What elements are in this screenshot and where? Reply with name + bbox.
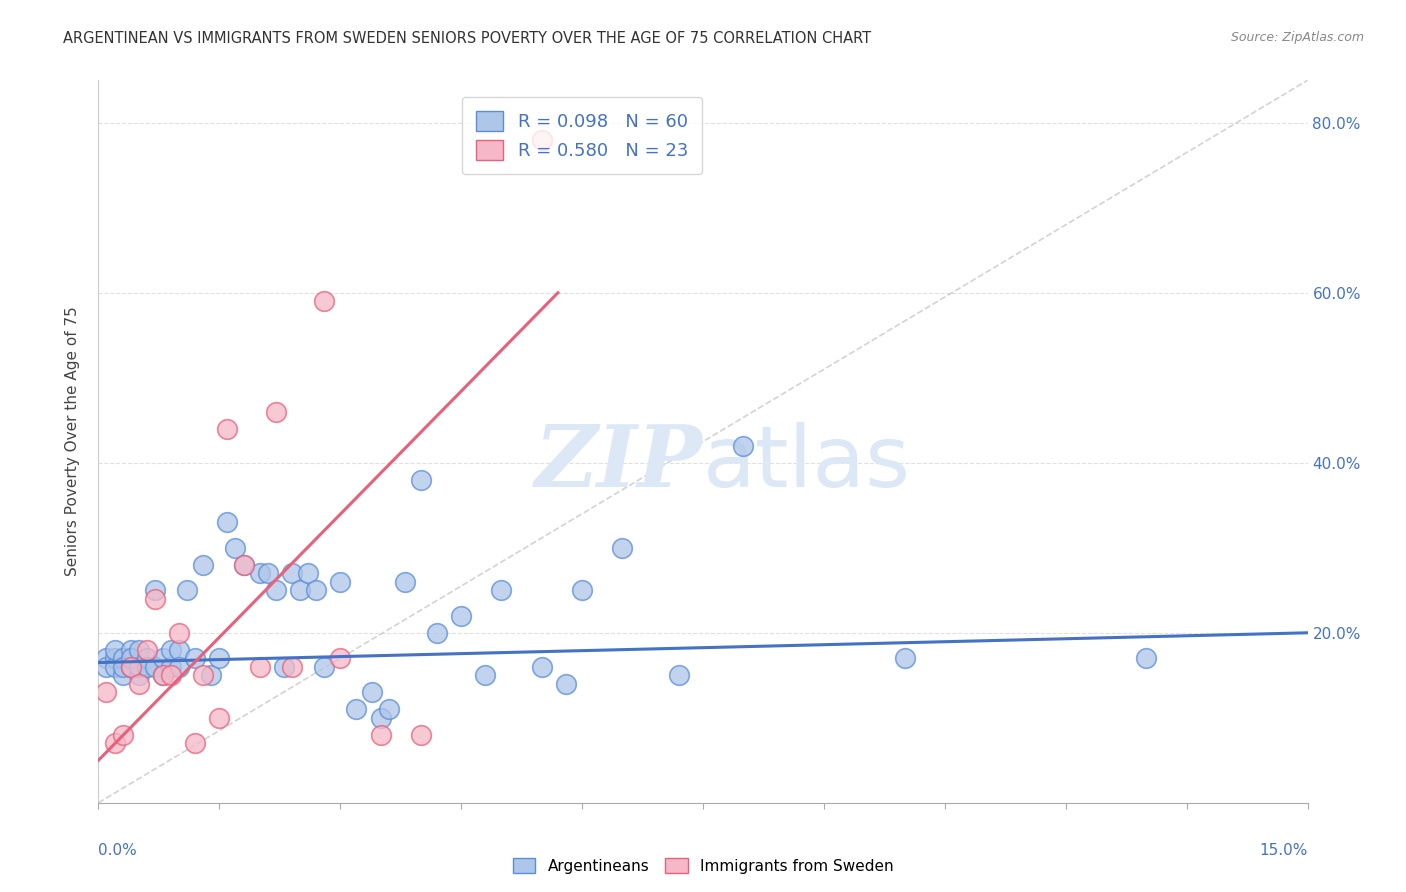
Point [394,574,416,589]
Point [370,711,392,725]
Point [668,668,690,682]
Point [273,660,295,674]
Point [176,583,198,598]
Text: 15.0%: 15.0% [1260,843,1308,857]
Point [733,439,755,453]
Point [96,651,118,665]
Point [120,651,142,665]
Point [167,625,190,640]
Point [167,660,190,674]
Point [184,736,207,750]
Point [103,660,125,674]
Point [135,642,157,657]
Point [530,133,553,147]
Point [160,660,183,674]
Point [612,541,634,555]
Point [305,583,328,598]
Point [120,660,142,674]
Point [135,651,157,665]
Point [264,405,287,419]
Point [377,702,399,716]
Point [120,642,142,657]
Point [893,651,915,665]
Point [208,651,231,665]
Point [128,642,150,657]
Point [103,736,125,750]
Point [530,660,553,674]
Point [103,642,125,657]
Point [143,660,166,674]
Point [111,651,134,665]
Point [128,660,150,674]
Point [409,473,432,487]
Point [120,660,142,674]
Point [232,558,254,572]
Point [208,711,231,725]
Legend: R = 0.098   N = 60, R = 0.580   N = 23: R = 0.098 N = 60, R = 0.580 N = 23 [461,96,703,174]
Point [249,660,271,674]
Point [135,660,157,674]
Point [96,660,118,674]
Point [217,516,239,530]
Point [128,677,150,691]
Point [370,728,392,742]
Point [474,668,496,682]
Point [200,668,222,682]
Point [288,583,311,598]
Point [314,294,336,309]
Point [571,583,593,598]
Point [264,583,287,598]
Point [491,583,513,598]
Point [217,422,239,436]
Text: Source: ZipAtlas.com: Source: ZipAtlas.com [1230,31,1364,45]
Legend: Argentineans, Immigrants from Sweden: Argentineans, Immigrants from Sweden [506,852,900,880]
Point [160,642,183,657]
Point [344,702,367,716]
Point [555,677,578,691]
Text: 0.0%: 0.0% [98,843,138,857]
Point [184,651,207,665]
Text: ARGENTINEAN VS IMMIGRANTS FROM SWEDEN SENIORS POVERTY OVER THE AGE OF 75 CORRELA: ARGENTINEAN VS IMMIGRANTS FROM SWEDEN SE… [63,31,872,46]
Point [128,668,150,682]
Point [224,541,246,555]
Point [297,566,319,581]
Point [103,651,125,665]
Point [329,574,352,589]
Point [249,566,271,581]
Text: atlas: atlas [703,422,911,505]
Point [232,558,254,572]
Point [256,566,278,581]
Point [281,566,304,581]
Point [450,608,472,623]
Point [167,642,190,657]
Point [314,660,336,674]
Point [96,685,118,699]
Point [426,625,449,640]
Point [143,591,166,606]
Point [409,728,432,742]
Point [111,728,134,742]
Point [143,583,166,598]
Point [152,668,174,682]
Point [160,668,183,682]
Point [152,668,174,682]
Y-axis label: Seniors Poverty Over the Age of 75: Seniors Poverty Over the Age of 75 [65,307,80,576]
Point [361,685,384,699]
Point [152,651,174,665]
Point [193,668,215,682]
Point [1135,651,1157,665]
Point [111,660,134,674]
Point [111,668,134,682]
Point [281,660,304,674]
Point [193,558,215,572]
Point [329,651,352,665]
Text: ZIP: ZIP [536,421,703,505]
